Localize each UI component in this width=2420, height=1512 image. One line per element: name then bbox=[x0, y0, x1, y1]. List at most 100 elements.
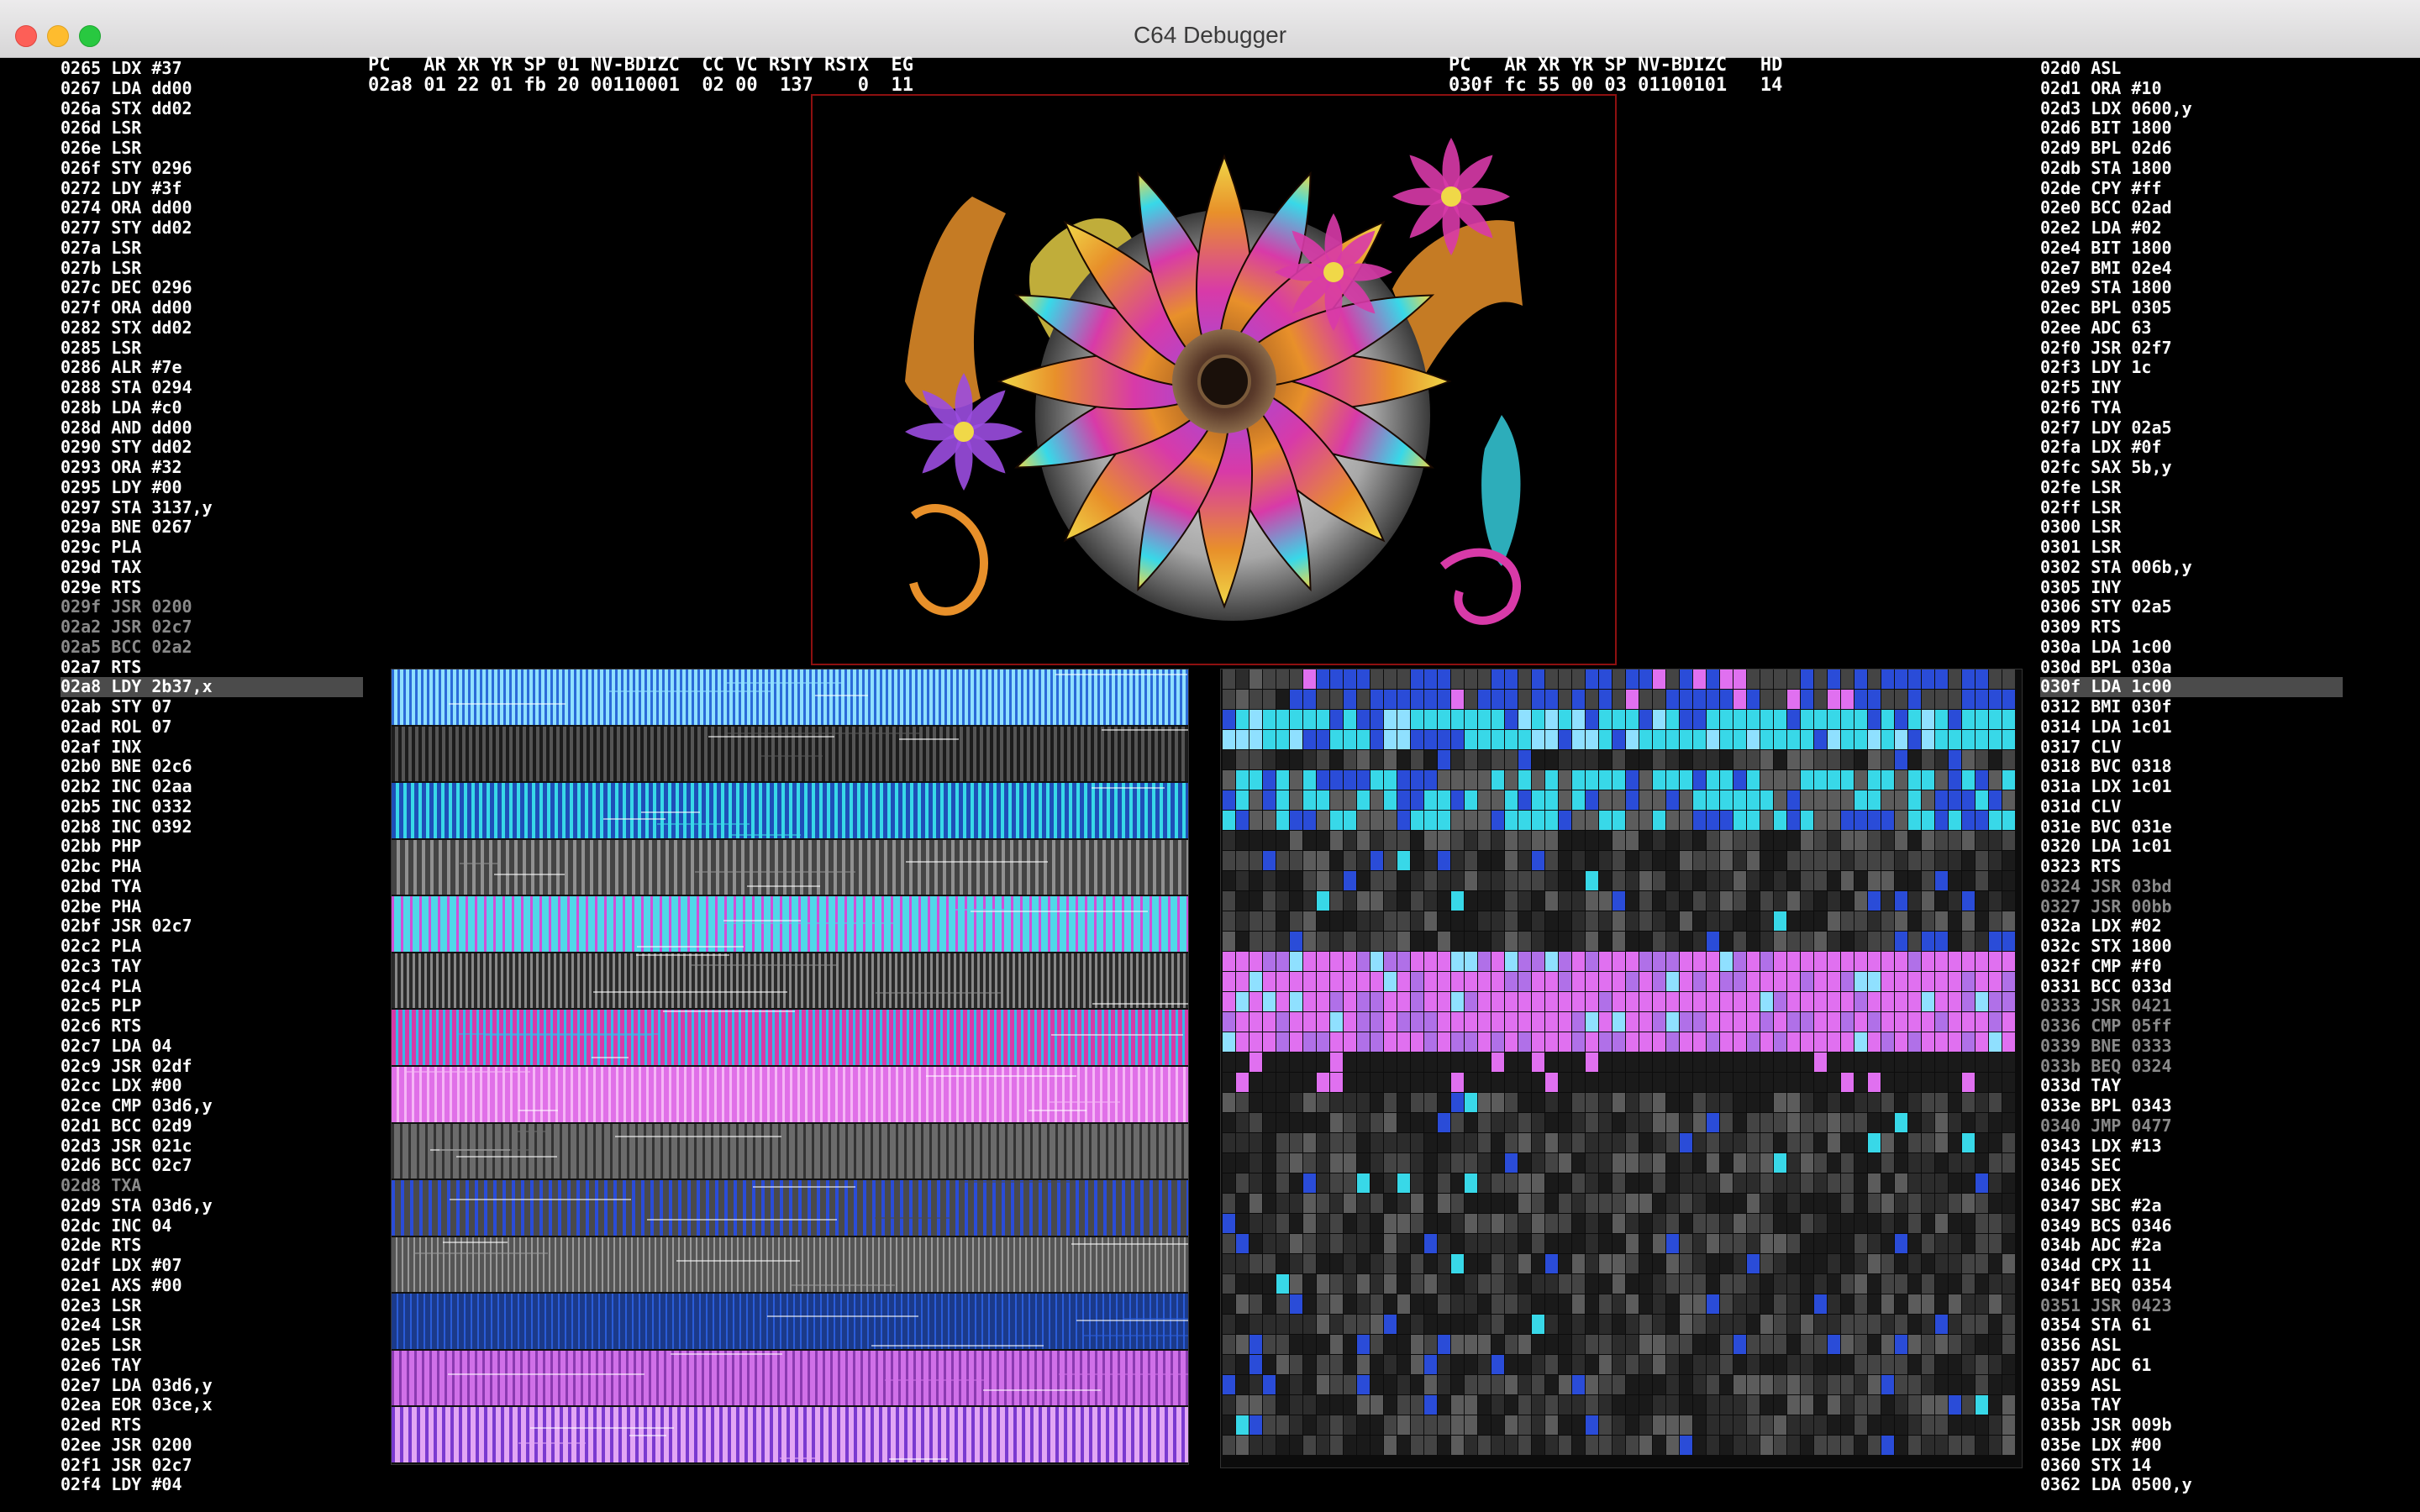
c64-register-values[interactable]: 02a8 01 22 01 fb 20 00110001 02 00 137 0… bbox=[368, 75, 914, 96]
drive-disassembly-line[interactable]: 0349 BCS 0346 bbox=[2040, 1215, 2172, 1236]
c64-disassembly-line[interactable]: 0285 LSR bbox=[60, 337, 142, 358]
c64-disassembly-line[interactable]: 02d1 BCC 02d9 bbox=[60, 1115, 192, 1136]
drive-disassembly-line[interactable]: 02f3 LDY 1c bbox=[2040, 357, 2152, 378]
c64-disassembly-line[interactable]: 028b LDA #c0 bbox=[60, 396, 182, 417]
c64-disassembly-line[interactable]: 02df LDX #07 bbox=[60, 1255, 182, 1275]
minimize-window-button[interactable] bbox=[47, 25, 69, 47]
c64-disassembly-line[interactable]: 02f4 LDY #04 bbox=[60, 1474, 182, 1495]
c64-disassembly-line[interactable]: 02c2 PLA bbox=[60, 936, 142, 956]
c64-disassembly-line[interactable]: 0290 STY dd02 bbox=[60, 437, 192, 458]
drive-disassembly-line[interactable]: 0306 STY 02a5 bbox=[2040, 596, 2172, 617]
current-pc-line[interactable]: 030f LDA 1c00 bbox=[2040, 676, 2343, 697]
drive-disassembly-line[interactable]: 0302 STA 006b,y bbox=[2040, 556, 2192, 577]
drive-disassembly-line[interactable]: 0300 LSR bbox=[2040, 517, 2122, 538]
c64-disassembly-line[interactable]: 0277 STY dd02 bbox=[60, 218, 192, 238]
drive-disassembly-line[interactable]: 02e4 BIT 1800 bbox=[2040, 237, 2172, 258]
c64-disassembly-line[interactable]: 02f1 JSR 02c7 bbox=[60, 1454, 192, 1475]
c64-disassembly-line[interactable]: 02d9 STA 03d6,y bbox=[60, 1194, 213, 1215]
drive-disassembly-line[interactable]: 02fe LSR bbox=[2040, 476, 2122, 497]
drive-disassembly-line[interactable]: 02ff LSR bbox=[2040, 496, 2122, 517]
c64-disassembly-line[interactable]: 02ab STY 07 bbox=[60, 696, 172, 717]
drive-disassembly-line[interactable]: 032c STX 1800 bbox=[2040, 936, 2172, 956]
c64-disassembly-line[interactable]: 02c5 PLP bbox=[60, 995, 142, 1016]
drive-disassembly-line[interactable]: 0351 JSR 0423 bbox=[2040, 1294, 2172, 1315]
c64-disassembly-line[interactable]: 02b8 INC 0392 bbox=[60, 816, 192, 837]
c64-disassembly-line[interactable]: 0293 ORA #32 bbox=[60, 457, 182, 477]
drive-disassembly-line[interactable]: 02e9 STA 1800 bbox=[2040, 277, 2172, 298]
c64-disassembly-line[interactable]: 02d8 TXA bbox=[60, 1175, 142, 1195]
drive-disassembly-line[interactable]: 02e0 BCC 02ad bbox=[2040, 197, 2172, 218]
c64-disassembly-line[interactable]: 0267 LDA dd00 bbox=[60, 77, 192, 98]
drive-disassembly-line[interactable]: 0309 RTS bbox=[2040, 617, 2122, 637]
c64-disassembly-line[interactable]: 0272 LDY #3f bbox=[60, 177, 182, 198]
drive-disassembly-line[interactable]: 0343 LDX #13 bbox=[2040, 1135, 2162, 1156]
c64-disassembly-line[interactable]: 02dc INC 04 bbox=[60, 1215, 172, 1236]
c64-disassembly-line[interactable]: 02ee JSR 0200 bbox=[60, 1434, 192, 1455]
c64-disassembly-line[interactable]: 02a2 JSR 02c7 bbox=[60, 617, 192, 637]
c64-disassembly-line[interactable]: 02d3 JSR 021c bbox=[60, 1135, 192, 1156]
close-window-button[interactable] bbox=[15, 25, 37, 47]
drive-disassembly-line[interactable]: 02ee ADC 63 bbox=[2040, 317, 2152, 338]
c64-cpu-registers[interactable]: PC AR XR YR SP 01 NV-BDIZC CC VC RSTY RS… bbox=[368, 55, 913, 96]
c64-disassembly-line[interactable]: 0286 ALR #7e bbox=[60, 357, 182, 378]
c64-disassembly-line[interactable]: 02bf JSR 02c7 bbox=[60, 916, 192, 937]
drive-disassembly-line[interactable]: 02ec BPL 0305 bbox=[2040, 297, 2172, 318]
c64-disassembly-line[interactable]: 029f JSR 0200 bbox=[60, 596, 192, 617]
c64-disassembly-line[interactable]: 02e7 LDA 03d6,y bbox=[60, 1374, 213, 1395]
c64-disassembly-line[interactable]: 02b0 BNE 02c6 bbox=[60, 756, 192, 777]
drive-disassembly-line[interactable]: 02fa LDX #0f bbox=[2040, 437, 2162, 458]
c64-disassembly-line[interactable]: 02bd TYA bbox=[60, 875, 142, 896]
drive-cpu-registers[interactable]: PC AR XR YR SP NV-BDIZC HD 030f fc 55 00… bbox=[1449, 55, 1782, 96]
c64-disassembly-line[interactable]: 02e5 LSR bbox=[60, 1335, 142, 1355]
drive-disassembly-line[interactable]: 034b ADC #2a bbox=[2040, 1235, 2162, 1256]
current-pc-line[interactable]: 02a8 LDY 2b37,x bbox=[60, 676, 363, 697]
drive-disassembly-line[interactable]: 035b JSR 009b bbox=[2040, 1415, 2172, 1435]
c64-disassembly-line[interactable]: 02bb PHP bbox=[60, 836, 142, 857]
drive-disassembly-line[interactable]: 035a TAY bbox=[2040, 1394, 2122, 1415]
c64-disassembly-line[interactable]: 02ea EOR 03ce,x bbox=[60, 1394, 213, 1415]
drive-disassembly-line[interactable]: 02d6 BIT 1800 bbox=[2040, 118, 2172, 139]
drive-disassembly-line[interactable]: 032f CMP #f0 bbox=[2040, 955, 2162, 976]
drive-disassembly-line[interactable]: 031e BVC 031e bbox=[2040, 816, 2172, 837]
c64-disassembly-line[interactable]: 02af INX bbox=[60, 736, 142, 757]
drive-disassembly-line[interactable]: 034f BEQ 0354 bbox=[2040, 1274, 2172, 1295]
c64-disassembly-line[interactable]: 029a BNE 0267 bbox=[60, 517, 192, 538]
c64-disassembly-line[interactable]: 02c7 LDA 04 bbox=[60, 1035, 172, 1056]
drive-disassembly-line[interactable]: 02fc SAX 5b,y bbox=[2040, 457, 2172, 477]
drive-disassembly-line[interactable]: 0362 LDA 0500,y bbox=[2040, 1474, 2192, 1495]
drive-disassembly-line[interactable]: 033e BPL 0343 bbox=[2040, 1095, 2172, 1116]
drive-disassembly-line[interactable]: 02f6 TYA bbox=[2040, 396, 2122, 417]
c64-disassembly-line[interactable]: 026a STX dd02 bbox=[60, 97, 192, 118]
zoom-window-button[interactable] bbox=[79, 25, 101, 47]
drive-disassembly-line[interactable]: 0340 JMP 0477 bbox=[2040, 1115, 2172, 1136]
c64-screen-view[interactable] bbox=[811, 94, 1617, 665]
drive-disassembly-line[interactable]: 0317 CLV bbox=[2040, 736, 2122, 757]
c64-disassembly-line[interactable]: 0265 LDX #37 bbox=[60, 58, 182, 78]
drive-disassembly-line[interactable]: 0336 CMP 05ff bbox=[2040, 1016, 2172, 1036]
drive-disassembly-line[interactable]: 031a LDX 1c01 bbox=[2040, 776, 2172, 796]
c64-disassembly-line[interactable]: 0282 STX dd02 bbox=[60, 317, 192, 338]
c64-disassembly-line[interactable]: 02e3 LSR bbox=[60, 1294, 142, 1315]
drive-disassembly-line[interactable]: 02f5 INY bbox=[2040, 377, 2122, 397]
c64-disassembly-line[interactable]: 02a5 BCC 02a2 bbox=[60, 636, 192, 657]
drive-disassembly-line[interactable]: 032a LDX #02 bbox=[2040, 916, 2162, 937]
drive-disassembly-line[interactable]: 02d1 ORA #10 bbox=[2040, 77, 2162, 98]
drive-disassembly-line[interactable]: 0331 BCC 033d bbox=[2040, 975, 2172, 996]
drive-disassembly-line[interactable]: 0346 DEX bbox=[2040, 1175, 2122, 1195]
c64-disassembly-line[interactable]: 02de RTS bbox=[60, 1235, 142, 1256]
c64-disassembly-line[interactable]: 0274 ORA dd00 bbox=[60, 197, 192, 218]
drive-disassembly-line[interactable]: 02d9 BPL 02d6 bbox=[2040, 138, 2172, 158]
c64-disassembly-line[interactable]: 02cc LDX #00 bbox=[60, 1075, 182, 1096]
drive-disassembly-line[interactable]: 034d CPX 11 bbox=[2040, 1255, 2152, 1275]
drive-disassembly-line[interactable]: 02f7 LDY 02a5 bbox=[2040, 417, 2172, 438]
drive-disassembly-line[interactable]: 0333 JSR 0421 bbox=[2040, 995, 2172, 1016]
drive-disassembly-line[interactable]: 030a LDA 1c00 bbox=[2040, 636, 2172, 657]
memory-dump-view[interactable] bbox=[1220, 669, 2023, 1468]
c64-disassembly-line[interactable]: 02d6 BCC 02c7 bbox=[60, 1155, 192, 1176]
drive-disassembly-line[interactable]: 0347 SBC #2a bbox=[2040, 1194, 2162, 1215]
drive-disassembly-panel[interactable]: 02d0 ASL 02d1 ORA #10 02d3 LDX 0600,y 02d6 … bbox=[2040, 58, 2343, 1495]
drive-disassembly-line[interactable]: 033b BEQ 0324 bbox=[2040, 1055, 2172, 1076]
drive-disassembly-line[interactable]: 0360 STX 14 bbox=[2040, 1454, 2152, 1475]
c64-disassembly-line[interactable]: 02a7 RTS bbox=[60, 656, 142, 677]
drive-disassembly-line[interactable]: 0324 JSR 03bd bbox=[2040, 875, 2172, 896]
